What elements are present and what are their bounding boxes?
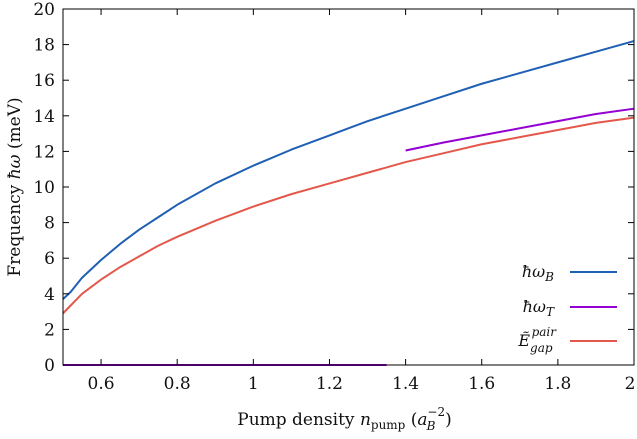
x-axis-title-sup: −2 <box>427 405 445 419</box>
legend-label-omega-t: ħωT <box>523 297 555 319</box>
x-tick-label: 0.8 <box>164 374 191 394</box>
x-axis-ticks: 0.6 0.8 1 1.2 1.4 1.6 1.8 2 <box>88 9 636 394</box>
legend: ħωB ħωT Ẽgappair <box>517 262 617 355</box>
series-line-2 <box>62 116 635 315</box>
y-tick-label: 4 <box>44 285 55 305</box>
y-tick-label: 10 <box>33 178 55 198</box>
y-tick-label: 20 <box>33 0 55 20</box>
y-axis-title-unit: (meV) <box>5 97 25 154</box>
x-axis-title-n: n <box>360 410 371 430</box>
legend-label-omega-b: ħωB <box>522 262 554 284</box>
y-axis-title: Frequency ħω (meV) <box>5 97 25 276</box>
legend-entry-e-gap-pair: Ẽgappair <box>517 325 617 355</box>
y-axis-title-frequency: Frequency <box>5 179 25 276</box>
x-axis-title: Pump density npump (aB−2) <box>237 405 451 433</box>
x-axis-title-pump: Pump density <box>237 410 360 430</box>
x-tick-label: 1.2 <box>316 374 343 394</box>
x-tick-label: 1.8 <box>544 374 571 394</box>
x-tick-label: 1.4 <box>392 374 419 394</box>
y-tick-label: 18 <box>33 36 55 56</box>
y-tick-label: 0 <box>44 356 55 376</box>
x-axis-title-a: a <box>417 410 427 430</box>
y-tick-label: 12 <box>33 142 55 162</box>
series-line-0 <box>62 40 635 300</box>
x-tick-label: 2 <box>625 374 636 394</box>
y-axis-ticks: 0 2 4 6 8 10 12 14 16 18 20 <box>33 0 634 376</box>
x-tick-label: 0.6 <box>88 374 115 394</box>
x-tick-label: 1.6 <box>468 374 495 394</box>
y-tick-label: 14 <box>33 107 55 127</box>
y-tick-label: 16 <box>33 71 55 91</box>
legend-entry-omega-b: ħωB <box>522 262 617 284</box>
y-tick-label: 8 <box>44 214 55 234</box>
x-axis-title-open: ( <box>405 410 417 430</box>
x-tick-label: 1 <box>248 374 259 394</box>
y-tick-label: 6 <box>44 249 55 269</box>
y-axis-title-hw: ħω <box>5 154 25 179</box>
x-axis-title-sub-b: B <box>426 419 436 433</box>
legend-entry-omega-t: ħωT <box>523 297 617 319</box>
legend-label-e-gap-pair: Ẽgappair <box>517 325 557 355</box>
y-tick-label: 2 <box>44 320 55 340</box>
x-axis-title-close: ) <box>445 410 452 430</box>
x-axis-title-sub: pump <box>371 418 406 432</box>
